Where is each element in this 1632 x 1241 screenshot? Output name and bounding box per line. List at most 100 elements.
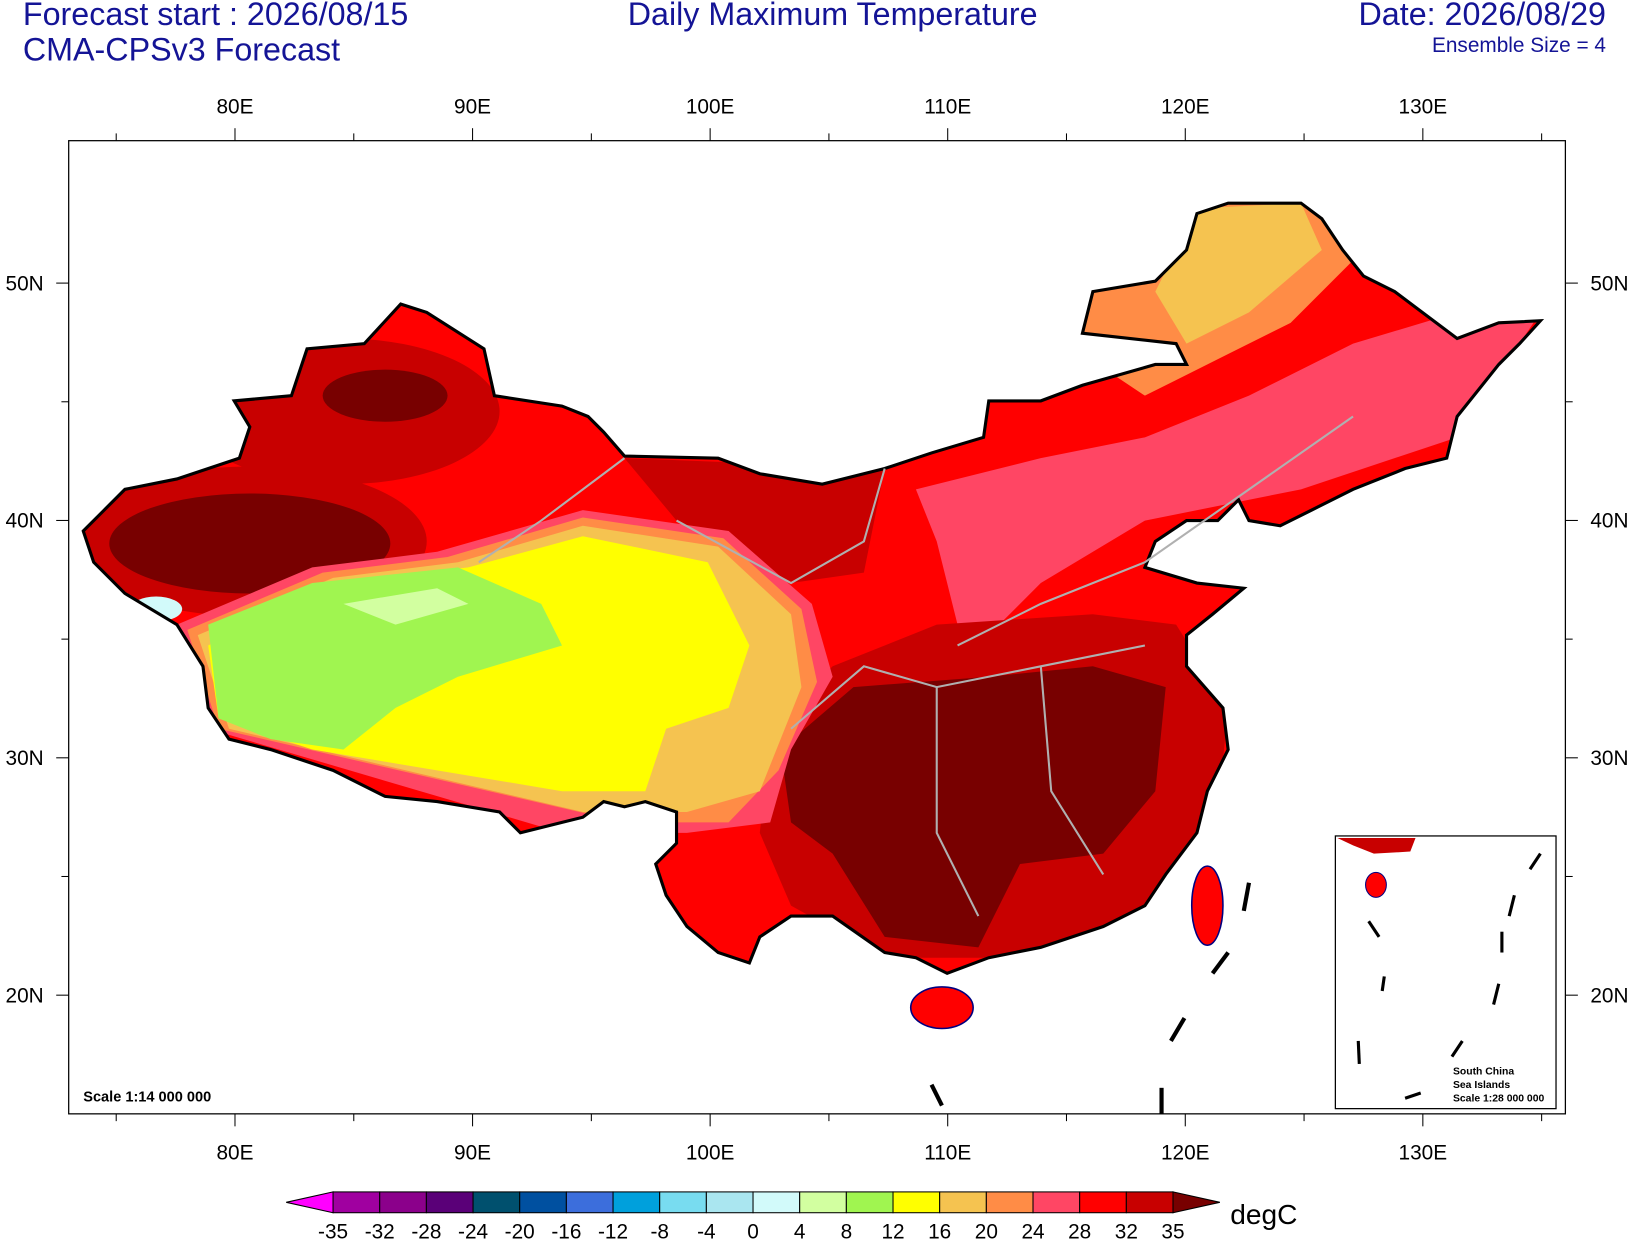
field-region (343, 588, 469, 625)
colorbar-swatch (425, 1191, 474, 1214)
inset-boundary (1356, 852, 1542, 1100)
colorbar-swatch (519, 1191, 567, 1214)
colorbar-label: 8 (841, 1221, 853, 1241)
lon-tick-label: 100E (686, 96, 735, 119)
boundary-dash (1367, 920, 1381, 938)
lat-tick-label: 40N (1590, 510, 1628, 533)
field-region (208, 567, 563, 750)
colorbar-swatch (565, 1191, 614, 1214)
lon-tick-label: 120E (1161, 96, 1210, 119)
colorbar-end (286, 1191, 334, 1214)
colorbar-swatch (939, 1191, 987, 1214)
colorbar-swatch (845, 1191, 894, 1214)
colorbar-label: -35 (318, 1221, 348, 1241)
colorbar-swatch (1079, 1191, 1127, 1214)
lon-tick-label: 80E (216, 96, 253, 119)
ensemble-size: Ensemble Size = 4 (1432, 34, 1606, 57)
lon-tick-label: 90E (454, 1142, 491, 1165)
lon-tick-label: 130E (1399, 96, 1448, 119)
lat-tick-label: 20N (6, 984, 44, 1007)
colorbar-label: 35 (1161, 1221, 1184, 1241)
colorbar-swatch (1032, 1191, 1081, 1214)
lon-tick-label: 110E (924, 96, 971, 119)
lat-tick-label: 40N (6, 510, 44, 533)
colorbar-label: -24 (458, 1221, 488, 1241)
colorbar-label: -16 (551, 1221, 581, 1241)
lon-tick-label: 100E (686, 1142, 735, 1165)
model-name: CMA-CPSv3 Forecast (23, 32, 340, 68)
colorbar-label: -32 (365, 1221, 395, 1241)
boundary-dash (1404, 1091, 1422, 1100)
inset-label: Sea Islands (1453, 1080, 1510, 1091)
boundary-dash (1528, 852, 1542, 871)
colorbar-label: 12 (881, 1221, 904, 1241)
province-borders (478, 415, 1354, 917)
lat-tick-label: 50N (6, 272, 44, 295)
lat-tick-label: 30N (1590, 747, 1628, 770)
province-border (935, 687, 980, 917)
colorbar-swatch (379, 1191, 427, 1214)
colorbar-label: -12 (598, 1221, 628, 1241)
colorbar-swatch (612, 1191, 661, 1214)
boundary-dash (1210, 951, 1230, 975)
colorbar-label: 32 (1115, 1221, 1138, 1241)
colorbar-swatch (752, 1191, 801, 1214)
inset-label: Scale 1:28 000 000 (1453, 1093, 1545, 1104)
taiwan (1190, 865, 1224, 947)
inset: South China Sea Islands Scale 1:28 000 0… (1334, 835, 1557, 1110)
colorbar-swatch (1125, 1191, 1174, 1214)
field-region (322, 369, 448, 422)
province-border (957, 415, 1354, 647)
lon-tick-label: 120E (1161, 1142, 1210, 1165)
colorbar-swatch (705, 1191, 754, 1214)
colorbar-end (1172, 1191, 1220, 1214)
colorbar-label: -20 (505, 1221, 535, 1241)
maritime-boundary (929, 882, 1252, 1114)
colorbar-unit: degC (1230, 1199, 1297, 1230)
lat-tick-label: 30N (6, 747, 44, 770)
boundary-dash (1492, 983, 1501, 1005)
colorbar-label: 24 (1021, 1221, 1044, 1241)
lat-tick-label: 20N (1590, 984, 1628, 1007)
colorbar-swatch (332, 1191, 381, 1214)
province-border (1039, 666, 1105, 876)
map-title: Daily Maximum Temperature (628, 0, 1038, 32)
boundary-dash (1356, 1040, 1361, 1064)
field-region (915, 312, 1541, 625)
field-region (780, 666, 1166, 948)
lon-tick-label: 80E (216, 1142, 253, 1165)
colorbar-label: 20 (975, 1221, 998, 1241)
colorbar-swatch (472, 1191, 521, 1214)
inset-land (1337, 838, 1416, 854)
colorbar-swatch (659, 1191, 707, 1214)
inset-hainan (1365, 871, 1387, 898)
map-scale: Scale 1:14 000 000 (83, 1089, 211, 1105)
lon-tick-label: 110E (924, 1142, 971, 1165)
country-border (81, 201, 1545, 976)
lat-tick-label: 50N (1590, 272, 1628, 295)
colorbar-label: -28 (411, 1221, 441, 1241)
valid-date: Date: 2026/08/29 (1359, 0, 1606, 32)
hainan (909, 986, 974, 1030)
colorbar: -35 -32 -28 -24 -20 -16 -12 -8 -4 0 4 8 12 16 20 24 28 32… (286, 1191, 1297, 1241)
lon-tick-label: 90E (454, 96, 491, 119)
boundary-dash (1450, 1040, 1464, 1058)
field-region (624, 458, 885, 584)
colorbar-label: -8 (650, 1221, 669, 1241)
boundary-dash (1507, 894, 1516, 917)
boundary-dash (1169, 1017, 1187, 1043)
colorbar-swatch (799, 1191, 847, 1214)
colorbar-label: 16 (928, 1221, 951, 1241)
colorbar-label: -4 (697, 1221, 716, 1241)
field-region (1155, 203, 1322, 344)
colorbar-swatch (892, 1191, 941, 1214)
forecast-start: Forecast start : 2026/08/15 (23, 0, 408, 32)
boundary-dash (929, 1083, 944, 1107)
colorbar-label: 28 (1068, 1221, 1091, 1241)
boundary-dash (1380, 976, 1386, 992)
colorbar-label: 0 (747, 1221, 759, 1241)
colorbar-label: 4 (794, 1221, 806, 1241)
colorbar-swatch (985, 1191, 1034, 1214)
